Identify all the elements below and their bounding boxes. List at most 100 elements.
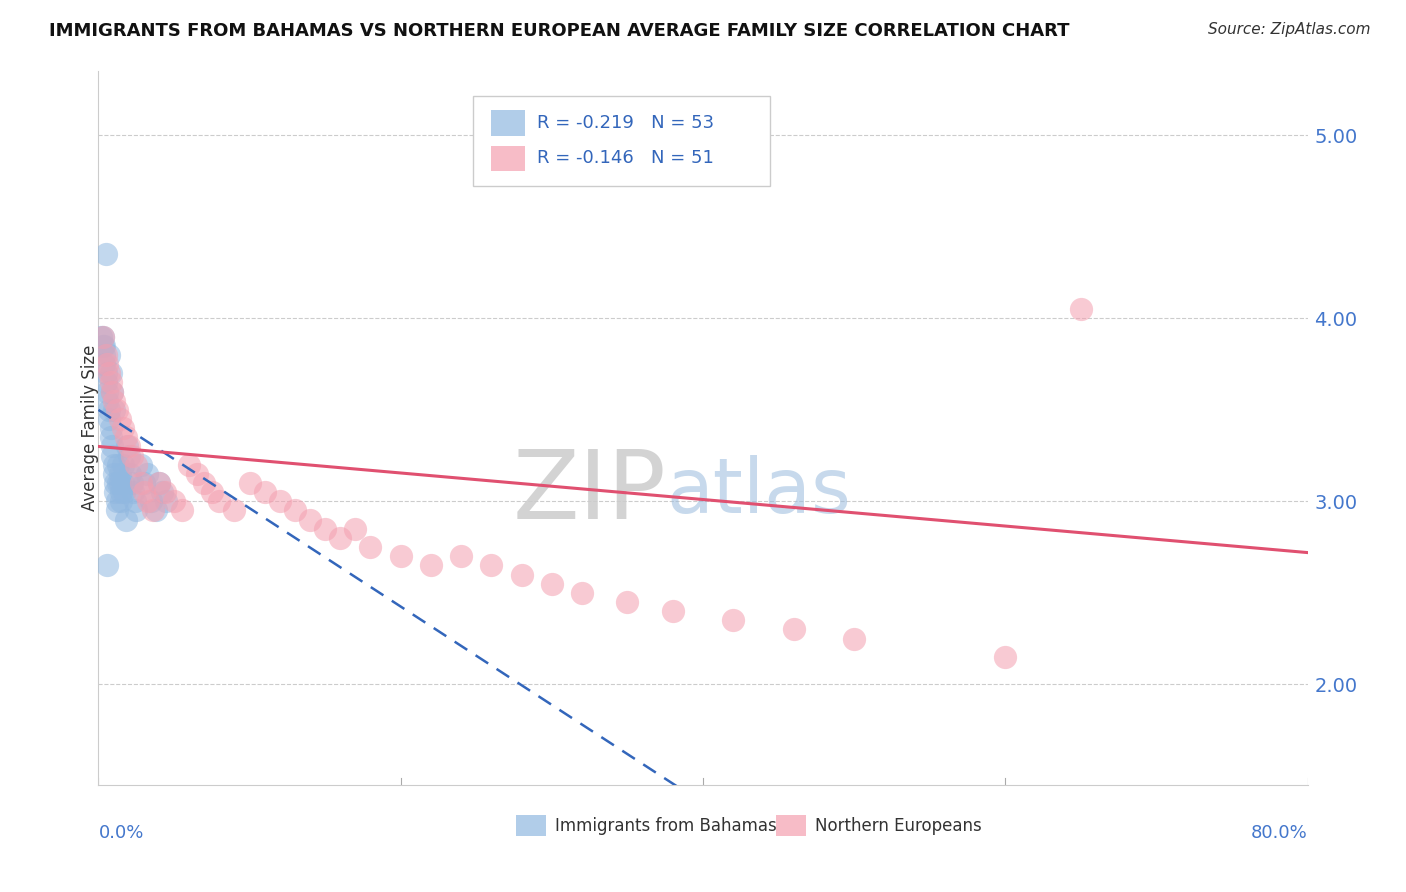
Point bbox=[105, 494, 128, 508]
Point bbox=[91, 329, 114, 343]
Point bbox=[93, 348, 115, 362]
Point bbox=[783, 623, 806, 637]
Point bbox=[107, 458, 129, 472]
Point bbox=[101, 449, 124, 463]
FancyBboxPatch shape bbox=[474, 96, 769, 186]
Point bbox=[208, 494, 231, 508]
Point bbox=[122, 485, 145, 500]
Point bbox=[224, 503, 246, 517]
Point bbox=[110, 485, 132, 500]
Point bbox=[135, 467, 157, 481]
Point bbox=[98, 412, 121, 426]
Point bbox=[1070, 302, 1092, 317]
Point bbox=[96, 384, 118, 399]
Point bbox=[132, 476, 155, 491]
Point bbox=[129, 476, 152, 491]
Point bbox=[314, 522, 336, 536]
Point bbox=[253, 485, 276, 500]
Y-axis label: Average Family Size: Average Family Size bbox=[82, 345, 98, 511]
Text: IMMIGRANTS FROM BAHAMAS VS NORTHERN EUROPEAN AVERAGE FAMILY SIZE CORRELATION CHA: IMMIGRANTS FROM BAHAMAS VS NORTHERN EURO… bbox=[49, 22, 1070, 40]
Text: Source: ZipAtlas.com: Source: ZipAtlas.com bbox=[1208, 22, 1371, 37]
Text: R = -0.146   N = 51: R = -0.146 N = 51 bbox=[537, 150, 714, 168]
Point bbox=[114, 513, 136, 527]
Point bbox=[420, 558, 443, 573]
Point bbox=[125, 503, 148, 517]
Point bbox=[111, 458, 134, 472]
Point bbox=[661, 604, 683, 618]
Point bbox=[103, 458, 125, 472]
Point bbox=[101, 384, 124, 399]
Point bbox=[389, 549, 412, 564]
Text: R = -0.219   N = 53: R = -0.219 N = 53 bbox=[537, 114, 714, 132]
Point bbox=[100, 421, 122, 435]
FancyBboxPatch shape bbox=[492, 110, 526, 136]
Point bbox=[105, 503, 128, 517]
Point bbox=[118, 449, 141, 463]
Point bbox=[269, 494, 291, 508]
Point bbox=[125, 458, 148, 472]
Point bbox=[201, 485, 224, 500]
Point bbox=[299, 513, 322, 527]
Point bbox=[90, 329, 112, 343]
Point bbox=[153, 485, 176, 500]
Text: 80.0%: 80.0% bbox=[1251, 824, 1308, 842]
Point bbox=[98, 366, 121, 380]
Point bbox=[148, 476, 170, 491]
Text: Northern Europeans: Northern Europeans bbox=[815, 817, 983, 835]
Point bbox=[91, 339, 114, 353]
Point bbox=[104, 476, 127, 491]
Point bbox=[108, 476, 131, 491]
Point bbox=[103, 402, 125, 417]
Point bbox=[114, 430, 136, 444]
Point bbox=[103, 467, 125, 481]
Point bbox=[120, 467, 142, 481]
Point bbox=[179, 458, 201, 472]
Point bbox=[571, 586, 593, 600]
Point bbox=[112, 485, 135, 500]
Point bbox=[132, 485, 155, 500]
Point bbox=[360, 540, 382, 554]
FancyBboxPatch shape bbox=[776, 815, 806, 837]
Point bbox=[108, 412, 131, 426]
Point bbox=[100, 376, 122, 390]
Point bbox=[108, 467, 131, 481]
Point bbox=[150, 485, 173, 500]
Point bbox=[540, 576, 562, 591]
Point bbox=[111, 476, 134, 491]
Point bbox=[94, 366, 117, 380]
Point bbox=[163, 494, 186, 508]
Point bbox=[141, 494, 163, 508]
Point bbox=[104, 485, 127, 500]
Point bbox=[145, 503, 167, 517]
Point bbox=[96, 558, 118, 573]
Point bbox=[96, 393, 118, 408]
Text: ZIP: ZIP bbox=[513, 446, 666, 539]
Point bbox=[94, 376, 117, 390]
Point bbox=[148, 476, 170, 491]
FancyBboxPatch shape bbox=[516, 815, 546, 837]
Point bbox=[94, 348, 117, 362]
Point bbox=[994, 649, 1017, 664]
Point bbox=[118, 440, 141, 454]
Point bbox=[100, 430, 122, 444]
Point bbox=[96, 357, 118, 371]
Point bbox=[344, 522, 367, 536]
Point bbox=[124, 494, 146, 508]
Point bbox=[93, 357, 115, 371]
Point bbox=[136, 494, 159, 508]
Point bbox=[170, 503, 193, 517]
FancyBboxPatch shape bbox=[492, 145, 526, 171]
Point bbox=[186, 467, 208, 481]
Point bbox=[94, 247, 117, 261]
Point bbox=[723, 613, 745, 627]
Point bbox=[101, 384, 124, 399]
Point bbox=[450, 549, 472, 564]
Text: 0.0%: 0.0% bbox=[98, 824, 143, 842]
Point bbox=[93, 339, 115, 353]
Point bbox=[284, 503, 307, 517]
Point bbox=[98, 348, 121, 362]
Point bbox=[107, 476, 129, 491]
Point bbox=[844, 632, 866, 646]
Point bbox=[105, 402, 128, 417]
Point bbox=[142, 503, 165, 517]
